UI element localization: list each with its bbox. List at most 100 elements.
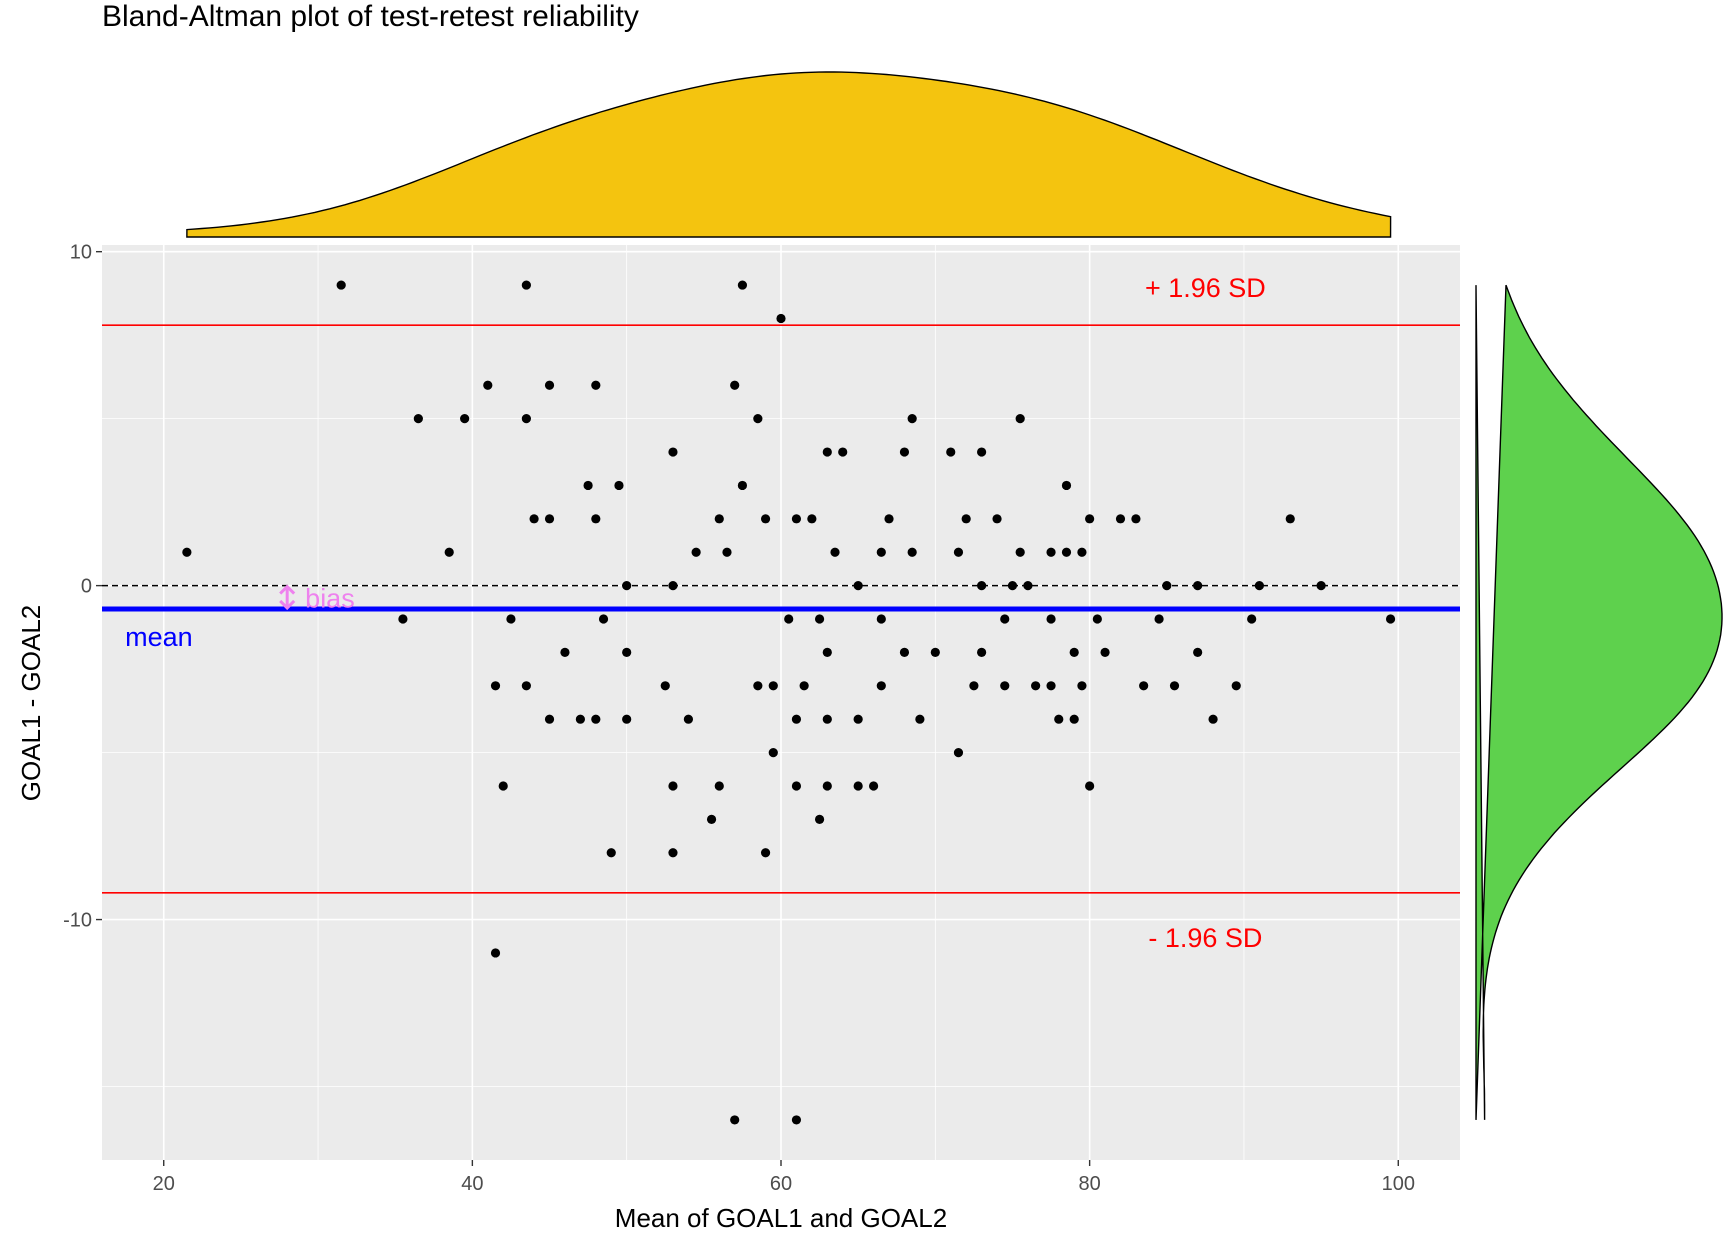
grid-lines — [102, 245, 1460, 1160]
data-point — [838, 447, 848, 457]
data-point — [1231, 681, 1241, 691]
x-tick-label: 20 — [153, 1173, 175, 1195]
bias-arrowhead-up — [279, 584, 296, 595]
data-point — [868, 781, 879, 791]
data-point — [483, 380, 493, 390]
x-axis-title: Mean of GOAL1 and GOAL2 — [615, 1203, 947, 1233]
data-point — [1015, 547, 1025, 557]
data-point — [776, 313, 786, 324]
data-point — [768, 681, 778, 691]
data-point — [413, 414, 423, 424]
data-point — [946, 447, 956, 457]
data-point — [1069, 647, 1079, 658]
data-point — [1023, 581, 1033, 591]
data-point — [1046, 681, 1056, 691]
data-point — [544, 380, 555, 390]
data-point — [969, 681, 979, 691]
data-point — [1054, 714, 1064, 724]
data-point — [660, 681, 670, 691]
data-point — [1007, 581, 1018, 591]
data-point — [1131, 514, 1141, 524]
data-point — [1085, 781, 1095, 791]
data-point — [683, 714, 694, 724]
data-point — [1046, 547, 1056, 557]
data-point — [915, 714, 925, 724]
data-point — [853, 714, 863, 724]
data-points — [182, 280, 1396, 1125]
y-tick-label: -10 — [63, 910, 92, 932]
mean-label: mean — [125, 622, 193, 652]
data-point — [814, 614, 825, 624]
data-point — [1316, 581, 1326, 591]
data-point — [822, 781, 832, 791]
upper-limit-label: + 1.96 SD — [1145, 273, 1266, 303]
data-point — [907, 547, 917, 557]
data-point — [876, 614, 886, 624]
data-point — [907, 414, 917, 424]
data-point — [598, 614, 609, 624]
data-point — [1031, 681, 1041, 691]
data-point — [1139, 681, 1149, 691]
data-point — [884, 514, 894, 524]
data-point — [444, 547, 454, 557]
data-point — [807, 514, 817, 524]
data-point — [830, 547, 840, 557]
x-tick-label: 60 — [770, 1173, 792, 1195]
data-point — [490, 948, 501, 958]
data-point — [1115, 514, 1126, 524]
data-point — [521, 280, 531, 290]
y-axis-title: GOAL1 - GOAL2 — [16, 605, 46, 802]
data-point — [668, 848, 678, 858]
data-point — [737, 480, 748, 491]
data-point — [977, 447, 987, 457]
x-tick-label: 100 — [1382, 1173, 1415, 1195]
data-point — [760, 514, 771, 524]
data-point — [544, 714, 555, 724]
data-point — [498, 781, 508, 791]
data-point — [1154, 614, 1164, 624]
data-point — [1385, 614, 1396, 624]
data-point — [1162, 581, 1172, 591]
data-point — [1046, 614, 1056, 624]
data-point — [730, 1115, 740, 1125]
data-point — [591, 514, 601, 524]
data-point — [1069, 714, 1079, 724]
data-point — [1000, 614, 1010, 624]
data-point — [622, 647, 632, 658]
data-point — [753, 414, 763, 424]
data-point — [953, 747, 964, 758]
data-point — [1285, 514, 1295, 524]
data-point — [876, 547, 886, 557]
data-point — [521, 414, 531, 424]
data-point — [490, 681, 501, 691]
data-point — [606, 848, 616, 858]
data-point — [791, 1115, 802, 1125]
data-point — [753, 681, 763, 691]
data-point — [822, 714, 832, 724]
top-density-curve — [186, 71, 1392, 238]
data-point — [1100, 647, 1110, 658]
data-point — [668, 581, 678, 591]
data-point — [622, 714, 632, 724]
data-point — [691, 547, 701, 557]
data-point — [614, 480, 624, 491]
y-tick-label: 10 — [70, 242, 92, 264]
right-density-curve — [1475, 284, 1723, 1120]
data-point — [822, 447, 832, 457]
bias-arrowhead-down — [279, 599, 296, 611]
data-point — [977, 647, 987, 658]
data-point — [1000, 681, 1010, 691]
data-point — [1092, 614, 1102, 624]
data-point — [760, 848, 771, 858]
data-point — [182, 547, 192, 557]
x-tick-label: 40 — [461, 1173, 483, 1195]
data-point — [1077, 681, 1087, 691]
data-point — [521, 681, 531, 691]
lower-limit-label: - 1.96 SD — [1148, 923, 1262, 953]
data-point — [460, 414, 470, 424]
data-point — [583, 480, 593, 491]
data-point — [1193, 581, 1203, 591]
data-point — [1061, 480, 1072, 491]
